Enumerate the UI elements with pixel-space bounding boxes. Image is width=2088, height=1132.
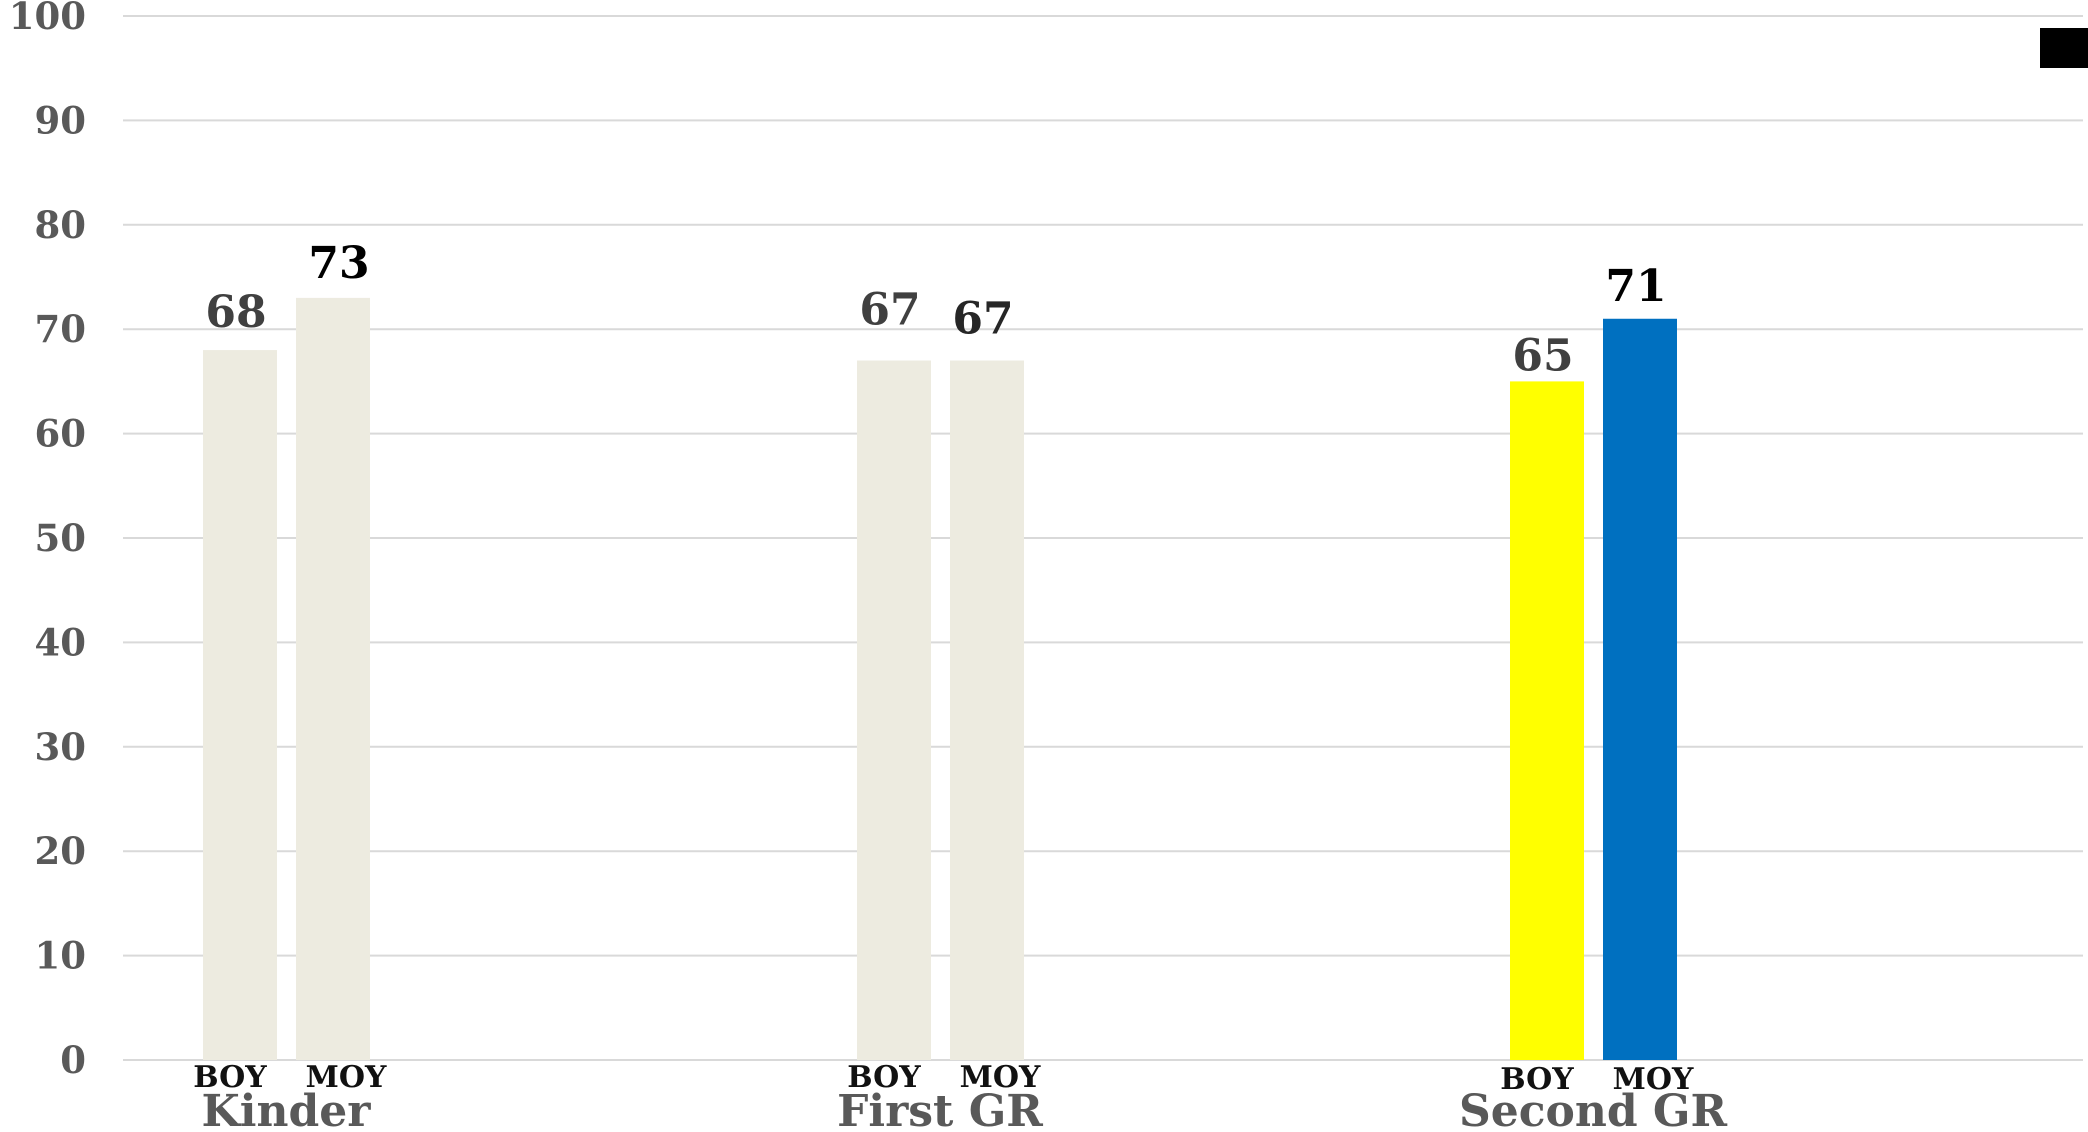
- value-label: 67: [859, 285, 920, 336]
- y-tick-label-50: 50: [35, 516, 87, 560]
- value-labels: 68 73 67 67 65 71: [205, 238, 1666, 382]
- sub-category-label: MOY: [306, 1060, 387, 1095]
- value-label: 71: [1605, 261, 1666, 312]
- category-label: Kinder: [202, 1086, 372, 1132]
- sub-category-label: BOY: [847, 1060, 921, 1095]
- sub-category-label: BOY: [193, 1060, 267, 1095]
- category-label: First GR: [837, 1086, 1043, 1132]
- bar-second-gr-moy: [1603, 318, 1677, 1060]
- bar-first-gr-boy: [857, 360, 931, 1060]
- y-tick-label-70: 70: [35, 307, 87, 351]
- y-tick-label-10: 10: [35, 934, 87, 978]
- value-label: 68: [205, 287, 266, 338]
- y-tick-label-80: 80: [35, 203, 87, 247]
- legend-marker: [2040, 28, 2088, 68]
- sub-category-label: MOY: [1613, 1062, 1694, 1097]
- y-tick-label-90: 90: [35, 98, 87, 142]
- y-tick-label-0: 0: [60, 1038, 86, 1082]
- y-axis: 0 10 20 30 40 50 60 70 80 90 100: [9, 0, 86, 1082]
- bar-first-gr-moy: [950, 360, 1024, 1060]
- y-tick-label-30: 30: [35, 725, 87, 769]
- bar-second-gr-boy: [1510, 381, 1584, 1060]
- value-label: 67: [952, 294, 1013, 345]
- y-tick-label-60: 60: [35, 412, 87, 456]
- gridlines: [123, 15, 2083, 1061]
- value-label: 73: [308, 238, 369, 289]
- value-label: 65: [1512, 330, 1573, 381]
- y-tick-label-40: 40: [35, 620, 87, 664]
- sub-category-label: MOY: [960, 1060, 1041, 1095]
- bars: [203, 297, 1677, 1061]
- y-tick-label-100: 100: [9, 0, 86, 38]
- y-tick-label-20: 20: [35, 829, 87, 873]
- bar-kinder-moy: [296, 297, 370, 1060]
- sub-category-label: BOY: [1500, 1062, 1574, 1097]
- category-label: Second GR: [1459, 1086, 1728, 1132]
- bar-kinder-boy: [203, 350, 277, 1061]
